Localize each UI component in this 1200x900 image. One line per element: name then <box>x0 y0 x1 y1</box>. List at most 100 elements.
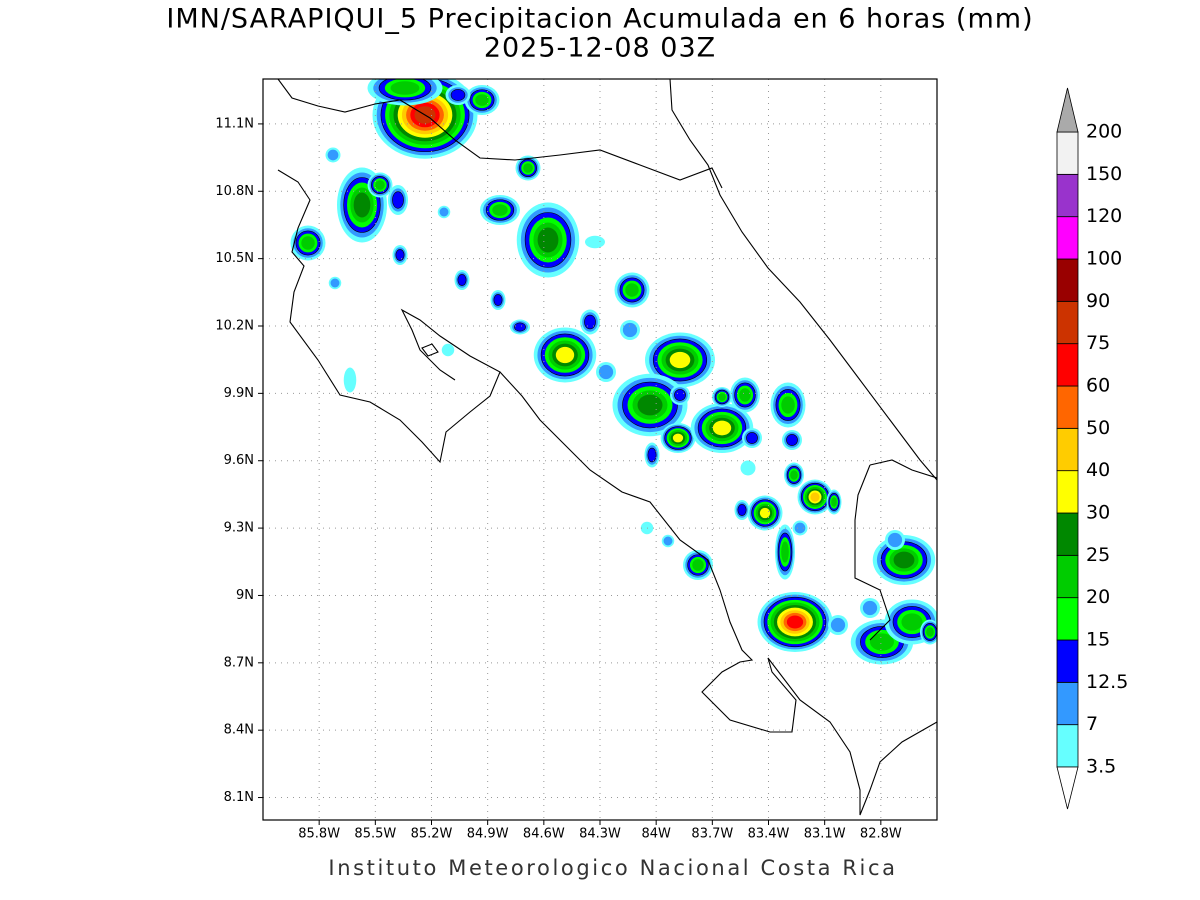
colorbar-label: 75 <box>1086 332 1110 354</box>
rain-contour <box>781 396 795 414</box>
colorbar-box <box>1056 681 1079 726</box>
rain-contour <box>810 492 820 502</box>
grid <box>258 79 937 825</box>
map-frame <box>262 78 938 821</box>
rain-contour <box>672 433 684 443</box>
colorbar-label: 50 <box>1086 417 1110 439</box>
coastlines <box>277 79 937 816</box>
rain-contour <box>514 322 526 332</box>
rain-contour <box>893 551 915 569</box>
y-tick-label: 10.8N <box>215 184 254 199</box>
colorbar-box <box>1056 216 1079 260</box>
coastline <box>277 169 501 464</box>
colorbar-box <box>1056 427 1079 472</box>
colorbar-over <box>1056 87 1079 133</box>
y-tick-label: 10.2N <box>215 319 254 334</box>
rain-contour <box>692 559 704 571</box>
x-tick-label: 84W <box>641 827 671 842</box>
rain-contour <box>718 393 726 401</box>
colorbar-label: 7 <box>1086 713 1098 735</box>
colorbar-box <box>1056 724 1079 768</box>
rain-contour <box>439 207 449 217</box>
rain-contour <box>343 367 357 393</box>
colorbar-label: 15 <box>1086 629 1110 651</box>
border <box>854 464 891 641</box>
rain-contour <box>330 278 340 288</box>
y-tick-label: 8.7N <box>224 655 254 670</box>
x-tick-label: 83.1W <box>804 827 846 842</box>
rain-contour <box>786 434 798 446</box>
rain-contour <box>786 615 804 629</box>
colorbar-box <box>1056 512 1079 556</box>
coastline <box>277 79 723 189</box>
rain-contour <box>598 364 614 380</box>
rain-contour <box>887 532 903 548</box>
rain-contour <box>901 613 923 631</box>
colorbar-label: 12.5 <box>1086 671 1128 693</box>
rain-contour <box>739 388 751 402</box>
rain-contour <box>353 192 371 218</box>
coastline <box>669 79 937 481</box>
rain-contour <box>781 541 789 563</box>
precipitation-field <box>290 79 937 665</box>
y-tick-label: 8.4N <box>224 723 254 738</box>
x-tick-label: 84.6W <box>523 827 565 842</box>
colorbar-label: 150 <box>1086 163 1122 185</box>
colorbar <box>1056 87 1079 810</box>
colorbar-box <box>1056 343 1079 387</box>
rain-contour <box>584 314 596 330</box>
x-tick-label: 84.3W <box>579 827 621 842</box>
colorbar-box <box>1056 597 1079 641</box>
x-tick-label: 82.8W <box>860 827 902 842</box>
subtitle: 2025-12-08 03Z <box>484 33 716 64</box>
footer: Instituto Meteorologico Nacional Costa R… <box>328 856 897 880</box>
title: IMN/SARAPIQUI_5 Precipitacion Acumulada … <box>166 4 1033 35</box>
rain-contour <box>301 236 315 250</box>
rain-contour <box>492 204 508 216</box>
colorbar-label: 200 <box>1086 121 1122 143</box>
colorbar-box <box>1056 385 1079 429</box>
coastline <box>499 371 937 816</box>
rain-contour <box>327 149 339 161</box>
y-tick-label: 9N <box>236 588 254 603</box>
rain-contour <box>395 249 405 261</box>
rain-contour <box>647 447 657 463</box>
x-tick-label: 83.4W <box>748 827 790 842</box>
rain-contour <box>669 351 691 369</box>
y-tick-label: 10.5N <box>215 251 254 266</box>
rain-contour <box>585 235 605 249</box>
rain-contour <box>663 536 673 546</box>
border <box>869 459 937 479</box>
colorbar-box <box>1056 300 1079 345</box>
y-tick-label: 8.1N <box>224 790 254 805</box>
rain-contour <box>737 504 747 516</box>
rain-contour <box>674 389 686 401</box>
x-tick-label: 83.7W <box>691 827 733 842</box>
rain-contour <box>831 497 837 507</box>
colorbar-label: 40 <box>1086 459 1110 481</box>
colorbar-box <box>1056 173 1079 218</box>
rain-contour <box>830 617 846 633</box>
x-tick-label: 85.2W <box>411 827 453 842</box>
rain-contour <box>790 470 798 480</box>
x-tick-label: 84.9W <box>467 827 509 842</box>
y-tick-label: 9.9N <box>224 386 254 401</box>
rain-contour <box>926 627 934 637</box>
rain-contour <box>712 420 732 436</box>
colorbar-box <box>1056 470 1079 514</box>
rain-contour <box>392 191 404 209</box>
rain-contour <box>537 227 559 253</box>
colorbar-label: 100 <box>1086 248 1122 270</box>
x-tick-label: 85.8W <box>298 827 340 842</box>
y-tick-label: 9.3N <box>224 521 254 536</box>
rain-contour <box>555 346 575 364</box>
colorbar-label: 30 <box>1086 502 1110 524</box>
colorbar-label: 120 <box>1086 205 1122 227</box>
colorbar-box <box>1056 554 1079 599</box>
rain-contour <box>441 343 455 357</box>
rain-contour <box>523 163 533 173</box>
rain-contour <box>457 274 467 286</box>
colorbar-label: 20 <box>1086 586 1110 608</box>
colorbar-label: 90 <box>1086 290 1110 312</box>
